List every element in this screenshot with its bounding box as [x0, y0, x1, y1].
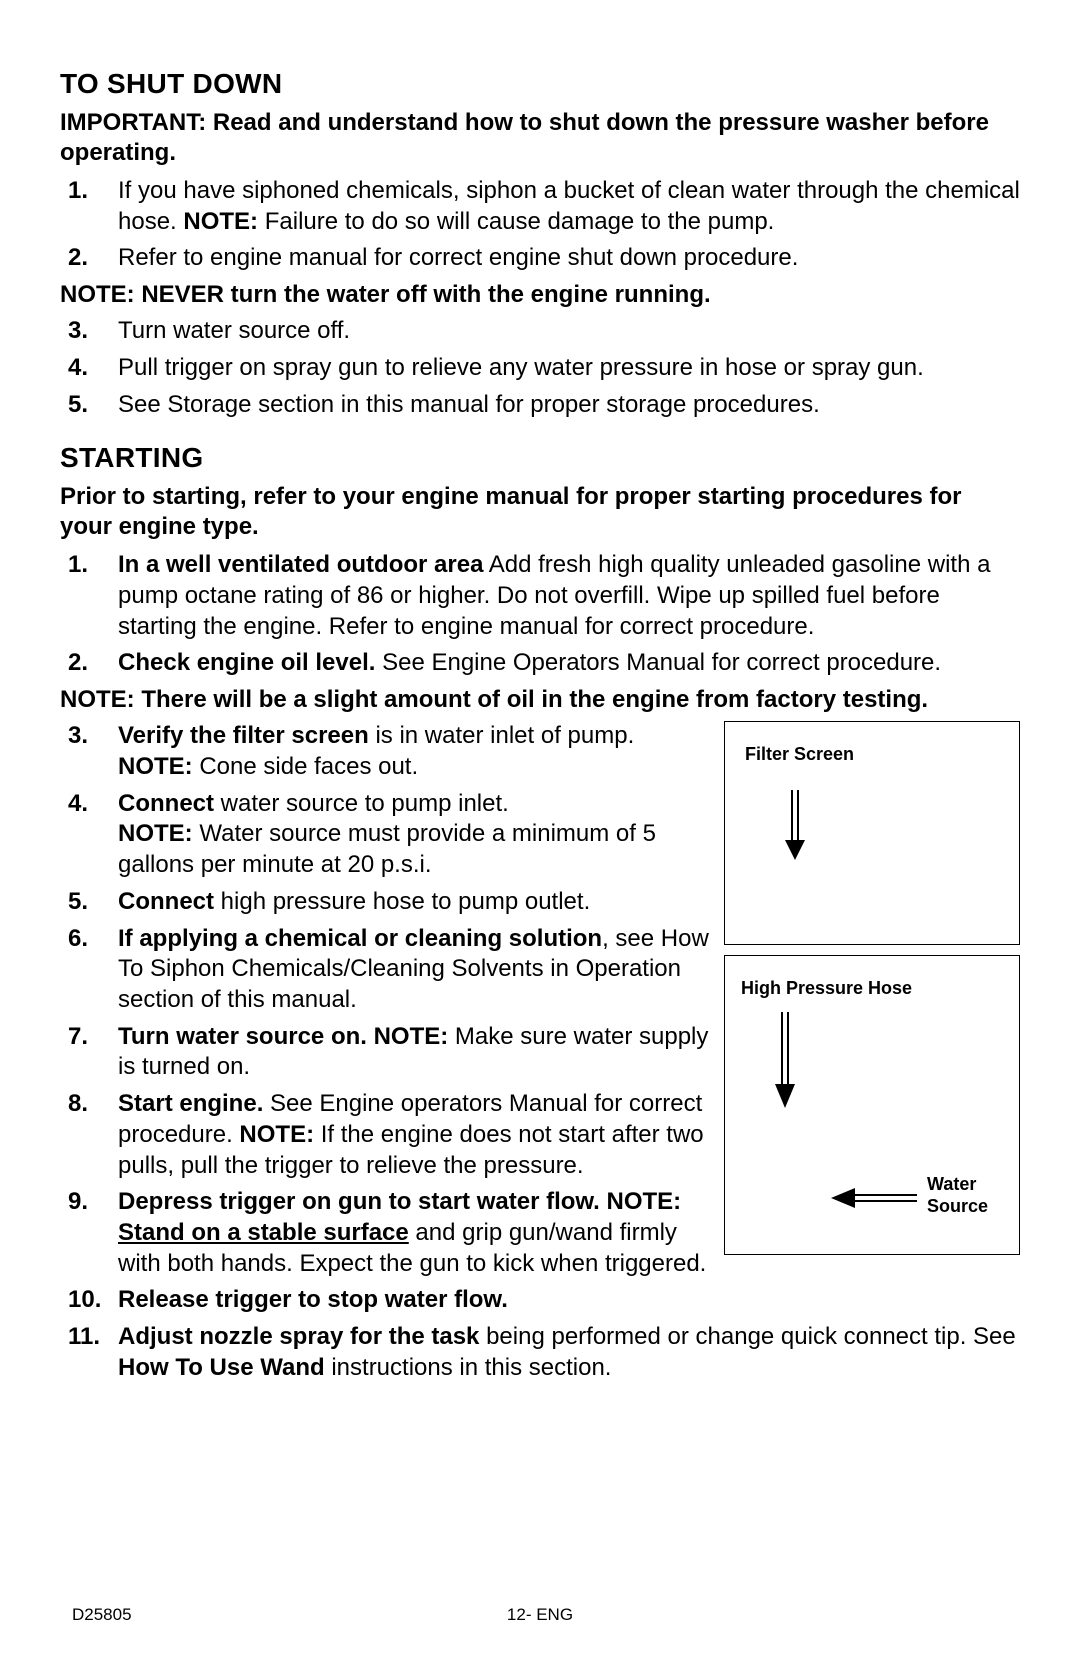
shutdown-note-line: NOTE: NEVER turn the water off with the … [60, 280, 1020, 310]
figure-filter-screen: Filter Screen [724, 721, 1020, 945]
shutdown-item-2: Refer to engine manual for correct engin… [108, 243, 1020, 274]
shutdown-list-b: Turn water source off. Pull trigger on s… [60, 316, 1020, 420]
lead: In a well ventilated outdoor area [118, 551, 483, 578]
starting-item-5: Connect high pressure hose to pump outle… [108, 887, 710, 918]
starting-heading: STARTING [60, 442, 1020, 474]
lead: Turn water source on. NOTE: [118, 1023, 448, 1050]
text: water source to pump inlet. [214, 790, 509, 817]
lead: Connect [118, 888, 214, 915]
note-label: NOTE: [183, 208, 258, 235]
starting-columns: Verify the filter screen is in water inl… [60, 721, 1020, 1285]
note-label: NOTE: [118, 753, 193, 780]
text: Water source must provide a minimum of 5… [118, 820, 656, 878]
starting-item-2: Check engine oil level. See Engine Opera… [108, 648, 1020, 679]
shutdown-list-a: If you have siphoned chemicals, siphon a… [60, 176, 1020, 274]
lead: Connect [118, 790, 214, 817]
shutdown-item-1: If you have siphoned chemicals, siphon a… [108, 176, 1020, 237]
text: is in water inlet of pump. [369, 722, 634, 749]
lead: Start engine. [118, 1090, 263, 1117]
lead: If applying a chemical or cleaning solut… [118, 925, 602, 952]
text: See Engine Operators Manual for correct … [375, 649, 941, 676]
note-label: NOTE: [239, 1121, 314, 1148]
figure-label: Source [927, 1196, 988, 1218]
text: instructions in this section. [325, 1354, 612, 1381]
starting-oil-note: NOTE: There will be a slight amount of o… [60, 685, 1020, 715]
starting-item-4: Connect water source to pump inlet. NOTE… [108, 789, 710, 881]
text: Failure to do so will cause damage to th… [258, 208, 774, 235]
underline: Stand on a stable surface [118, 1219, 409, 1246]
starting-section: STARTING Prior to starting, refer to you… [60, 442, 1020, 1383]
shutdown-item-4: Pull trigger on spray gun to relieve any… [108, 353, 1020, 384]
shutdown-item-5: See Storage section in this manual for p… [108, 390, 1020, 421]
figure-label: High Pressure Hose [741, 978, 912, 1000]
note-label: NOTE: [118, 820, 193, 847]
lead: Check engine oil level. [118, 649, 375, 676]
shutdown-important: IMPORTANT: Read and understand how to sh… [60, 108, 1020, 168]
ref: How To Use Wand [118, 1354, 325, 1381]
shutdown-heading: TO SHUT DOWN [60, 68, 1020, 100]
starting-item-6: If applying a chemical or cleaning solut… [108, 924, 710, 1016]
starting-item-3: Verify the filter screen is in water inl… [108, 721, 710, 782]
figure-label: Water [927, 1174, 976, 1196]
manual-page: TO SHUT DOWN IMPORTANT: Read and underst… [0, 0, 1080, 1669]
starting-item-9: Depress trigger on gun to start water fl… [108, 1187, 710, 1279]
starting-intro: Prior to starting, refer to your engine … [60, 482, 1020, 542]
starting-item-10: Release trigger to stop water flow. [108, 1285, 1020, 1316]
lead: Adjust nozzle spray for the task [118, 1323, 479, 1350]
text: being performed or change quick connect … [479, 1323, 1015, 1350]
starting-col-right: Filter Screen High Pressure Hose [724, 721, 1020, 1255]
starting-list-b: Verify the filter screen is in water inl… [60, 721, 710, 1279]
starting-item-8: Start engine. See Engine operators Manua… [108, 1089, 710, 1181]
starting-item-1: In a well ventilated outdoor area Add fr… [108, 550, 1020, 642]
starting-list-c: Release trigger to stop water flow. Adju… [60, 1285, 1020, 1383]
text: high pressure hose to pump outlet. [214, 888, 590, 915]
footer-page-number: 12- ENG [0, 1605, 1080, 1625]
text: Release trigger to stop water flow. [118, 1286, 508, 1313]
arrow-down-icon [783, 788, 807, 862]
lead: Verify the filter screen [118, 722, 369, 749]
shutdown-item-3: Turn water source off. [108, 316, 1020, 347]
arrow-left-icon [829, 1186, 919, 1210]
starting-col-left: Verify the filter screen is in water inl… [60, 721, 710, 1285]
starting-item-11: Adjust nozzle spray for the task being p… [108, 1322, 1020, 1383]
starting-list-a: In a well ventilated outdoor area Add fr… [60, 550, 1020, 679]
figure-label: Filter Screen [745, 744, 854, 766]
figure-high-pressure-hose: High Pressure Hose Water Source [724, 955, 1020, 1255]
starting-item-7: Turn water source on. NOTE: Make sure wa… [108, 1022, 710, 1083]
text: Cone side faces out. [193, 753, 418, 780]
lead: Depress trigger on gun to start water fl… [118, 1188, 681, 1215]
arrow-down-icon [773, 1010, 797, 1110]
